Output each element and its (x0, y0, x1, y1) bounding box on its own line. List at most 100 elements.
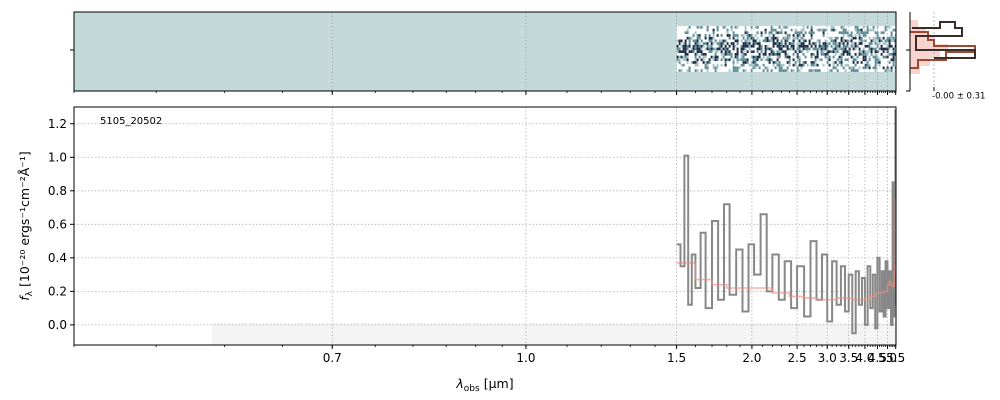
heatmap-cell-87 (696, 69, 699, 72)
heatmap-cell-349 (760, 50, 763, 53)
heatmap-cell-821 (870, 50, 873, 53)
heatmap-cell-117 (704, 63, 707, 67)
heatmap-cell-286 (746, 34, 749, 37)
heatmap-cell-356 (764, 28, 767, 32)
heatmap-cell-437 (780, 47, 783, 51)
heatmap-cell-794 (864, 55, 867, 59)
heatmap-cell-637 (830, 36, 833, 40)
heatmap-cell-72 (694, 61, 697, 64)
heatmap-cell-217 (730, 53, 733, 56)
heatmap-cell-260 (740, 58, 743, 62)
heatmap-cell-264 (742, 42, 745, 45)
heatmap-cell-396 (772, 42, 775, 45)
heatmap-cell-155 (714, 50, 717, 53)
heatmap-cell-736 (852, 47, 855, 51)
heatmap-cell-290 (746, 44, 749, 48)
heatmap-cell-198 (724, 63, 727, 67)
heatmap-cell-457 (784, 69, 787, 72)
heatmap-cell-377 (768, 47, 771, 51)
heatmap-cell-367 (766, 39, 769, 43)
heatmap-cell-676 (838, 61, 841, 64)
heatmap-cell-196 (724, 58, 727, 62)
heatmap-cell-80 (696, 44, 699, 48)
heatmap-cell-581 (814, 63, 817, 67)
heatmap-cell-525 (800, 44, 803, 48)
heatmap-cell-689 (842, 28, 845, 32)
heatmap-cell-528 (800, 66, 803, 70)
heatmap-cell-33 (684, 53, 687, 56)
heatmap-cell-258 (740, 53, 743, 56)
heatmap-cell-284 (744, 69, 747, 72)
heatmap-cell-910 (892, 50, 895, 53)
heatmap-cell-370 (766, 55, 769, 59)
heatmap-cell-73 (694, 63, 697, 67)
heatmap-cell-633 (828, 63, 831, 67)
heatmap-cell-129 (708, 36, 711, 40)
heatmap-cell-82 (696, 50, 699, 53)
heatmap-cell-201 (726, 34, 729, 37)
heatmap-cell-192 (724, 44, 727, 48)
heatmap-cell-344 (758, 66, 761, 70)
heatmap-cell-343 (758, 55, 761, 59)
heatmap-cell-718 (848, 34, 851, 37)
xtick-label-5.5: 5.5 (886, 351, 905, 365)
heatmap-cell-294 (748, 34, 751, 37)
heatmap-cell-312 (752, 42, 755, 45)
heatmap-cell-45 (686, 69, 689, 72)
heatmap-cell-421 (778, 31, 781, 35)
ytick-label-0.6: 0.6 (48, 217, 67, 231)
heatmap-cell-595 (818, 47, 821, 51)
heatmap-cell-427 (778, 55, 781, 59)
heatmap-cell-845 (876, 34, 879, 37)
heatmap-cell-274 (744, 26, 747, 29)
heatmap-cell-342 (758, 53, 761, 56)
heatmap-cell-808 (868, 36, 871, 40)
heatmap-cell-48 (688, 39, 691, 43)
heatmap-cell-92 (698, 44, 701, 48)
heatmap-cell-880 (886, 36, 889, 40)
heatmap-cell-891 (888, 42, 891, 45)
heatmap-cell-916 (894, 28, 896, 32)
heatmap-cell-249 (736, 66, 739, 70)
heatmap-cell-61 (692, 47, 695, 51)
object-id-label: 5105_20502 (100, 116, 162, 127)
heatmap-cell-154 (714, 47, 717, 51)
heatmap-cell-79 (696, 42, 699, 45)
heatmap-cell-414 (776, 50, 779, 53)
xtick-label-4.0: 4.0 (855, 351, 874, 365)
heatmap-cell-18 (680, 63, 683, 67)
heatmap-cell-554 (808, 47, 811, 51)
heatmap-cell-610 (822, 50, 825, 53)
heatmap-cell-289 (746, 42, 749, 45)
heatmap-cell-865 (882, 31, 885, 35)
heatmap-cell-438 (780, 50, 783, 53)
heatmap-cell-425 (778, 50, 781, 53)
heatmap-cell-119 (706, 26, 709, 29)
heatmap-cell-814 (868, 58, 871, 62)
heatmap-cell-232 (734, 39, 737, 43)
heatmap-cell-771 (860, 31, 863, 35)
observed-spectrum-line (676, 109, 896, 335)
heatmap-cell-883 (886, 47, 889, 51)
heatmap-cell-840 (874, 63, 877, 67)
heatmap-cell-673 (838, 47, 841, 51)
heatmap-cell-732 (850, 69, 853, 72)
heatmap-cell-398 (772, 50, 775, 53)
heatmap-cell-870 (882, 55, 885, 59)
heatmap-cell-749 (854, 53, 857, 56)
heatmap-cell-743 (854, 28, 857, 32)
heatmap-cell-643 (832, 28, 835, 32)
heatmap-cell-51 (688, 50, 691, 53)
heatmap-cell-29 (684, 42, 687, 45)
heatmap-cell-382 (770, 26, 773, 29)
heatmap-cell-430 (778, 66, 781, 70)
heatmap-cell-277 (744, 39, 747, 43)
heatmap-cell-811 (868, 47, 871, 51)
panel-spatial-profile: -0.00 ± 0.31 (906, 12, 985, 102)
heatmap-cell-510 (798, 34, 801, 37)
heatmap-cell-681 (840, 42, 843, 45)
heatmap-cell-503 (796, 47, 799, 51)
heatmap-cell-211 (728, 53, 731, 56)
heatmap-cell-586 (816, 50, 819, 53)
